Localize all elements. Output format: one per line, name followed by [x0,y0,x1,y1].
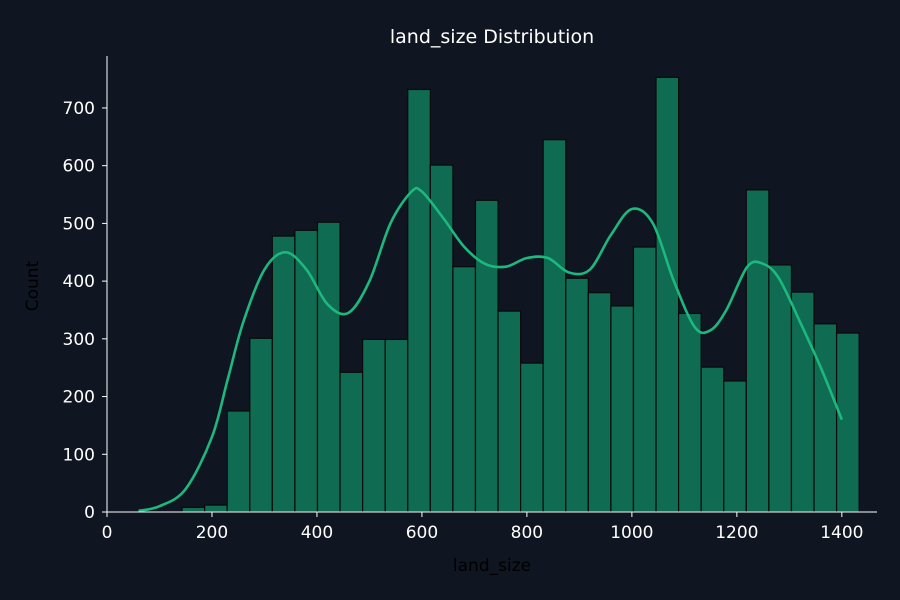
kde-line [138,186,844,513]
histogram-bar [677,312,702,513]
histogram-bar [610,305,635,513]
histogram-bar [316,221,341,513]
x-tick-label: 800 [511,523,543,543]
y-tick-label: 300 [63,330,95,350]
histogram-bar [384,338,409,513]
chart-title: land_size Distribution [390,26,594,48]
histogram-bar [181,506,206,513]
histogram-bar [294,229,319,513]
histogram-bar [587,292,612,513]
x-tick-label: 0 [102,523,113,543]
histogram-bar [452,266,477,513]
histogram-bar [249,337,273,513]
y-tick-label: 500 [63,214,95,234]
histogram-bar [723,380,747,513]
x-tick-label: 1400 [820,523,863,543]
x-tick-label: 400 [301,523,333,543]
histogram-bar [700,366,725,513]
y-tick-label: 100 [63,445,95,465]
histogram-bar [835,332,860,513]
x-tick-label: 200 [196,523,228,543]
histogram-bar [655,76,680,513]
histogram-bar [520,362,544,513]
histogram-bar [407,88,431,513]
y-tick-label: 400 [63,272,95,292]
x-tick-label: 1200 [715,523,758,543]
histogram-bar [813,323,838,513]
histogram-bar [497,310,522,513]
plot-area: 0 200 400 600 800 1000 1200 1400 0 100 200 300 400 50… [63,56,877,543]
y-tick-label: 200 [63,388,95,408]
x-tick-label: 1000 [610,523,653,543]
histogram-bar [542,139,567,513]
histogram-bar [339,371,364,513]
histogram-bar [204,504,228,513]
histogram-bar [565,277,589,513]
x-axis-label: land_size [453,556,531,576]
histogram-bar [768,264,793,513]
histogram-bar [362,338,386,513]
histogram-bar [226,410,251,513]
y-tick-label: 700 [63,99,95,119]
histogram-bar [632,246,657,513]
histogram-bar [271,235,296,513]
y-tick-label: 600 [63,157,95,177]
x-tick-label: 600 [406,523,438,543]
histogram-bar [474,199,499,513]
y-tick-label: 0 [84,503,95,523]
histogram-bar [745,189,770,513]
y-axis-label: Count [23,260,43,311]
